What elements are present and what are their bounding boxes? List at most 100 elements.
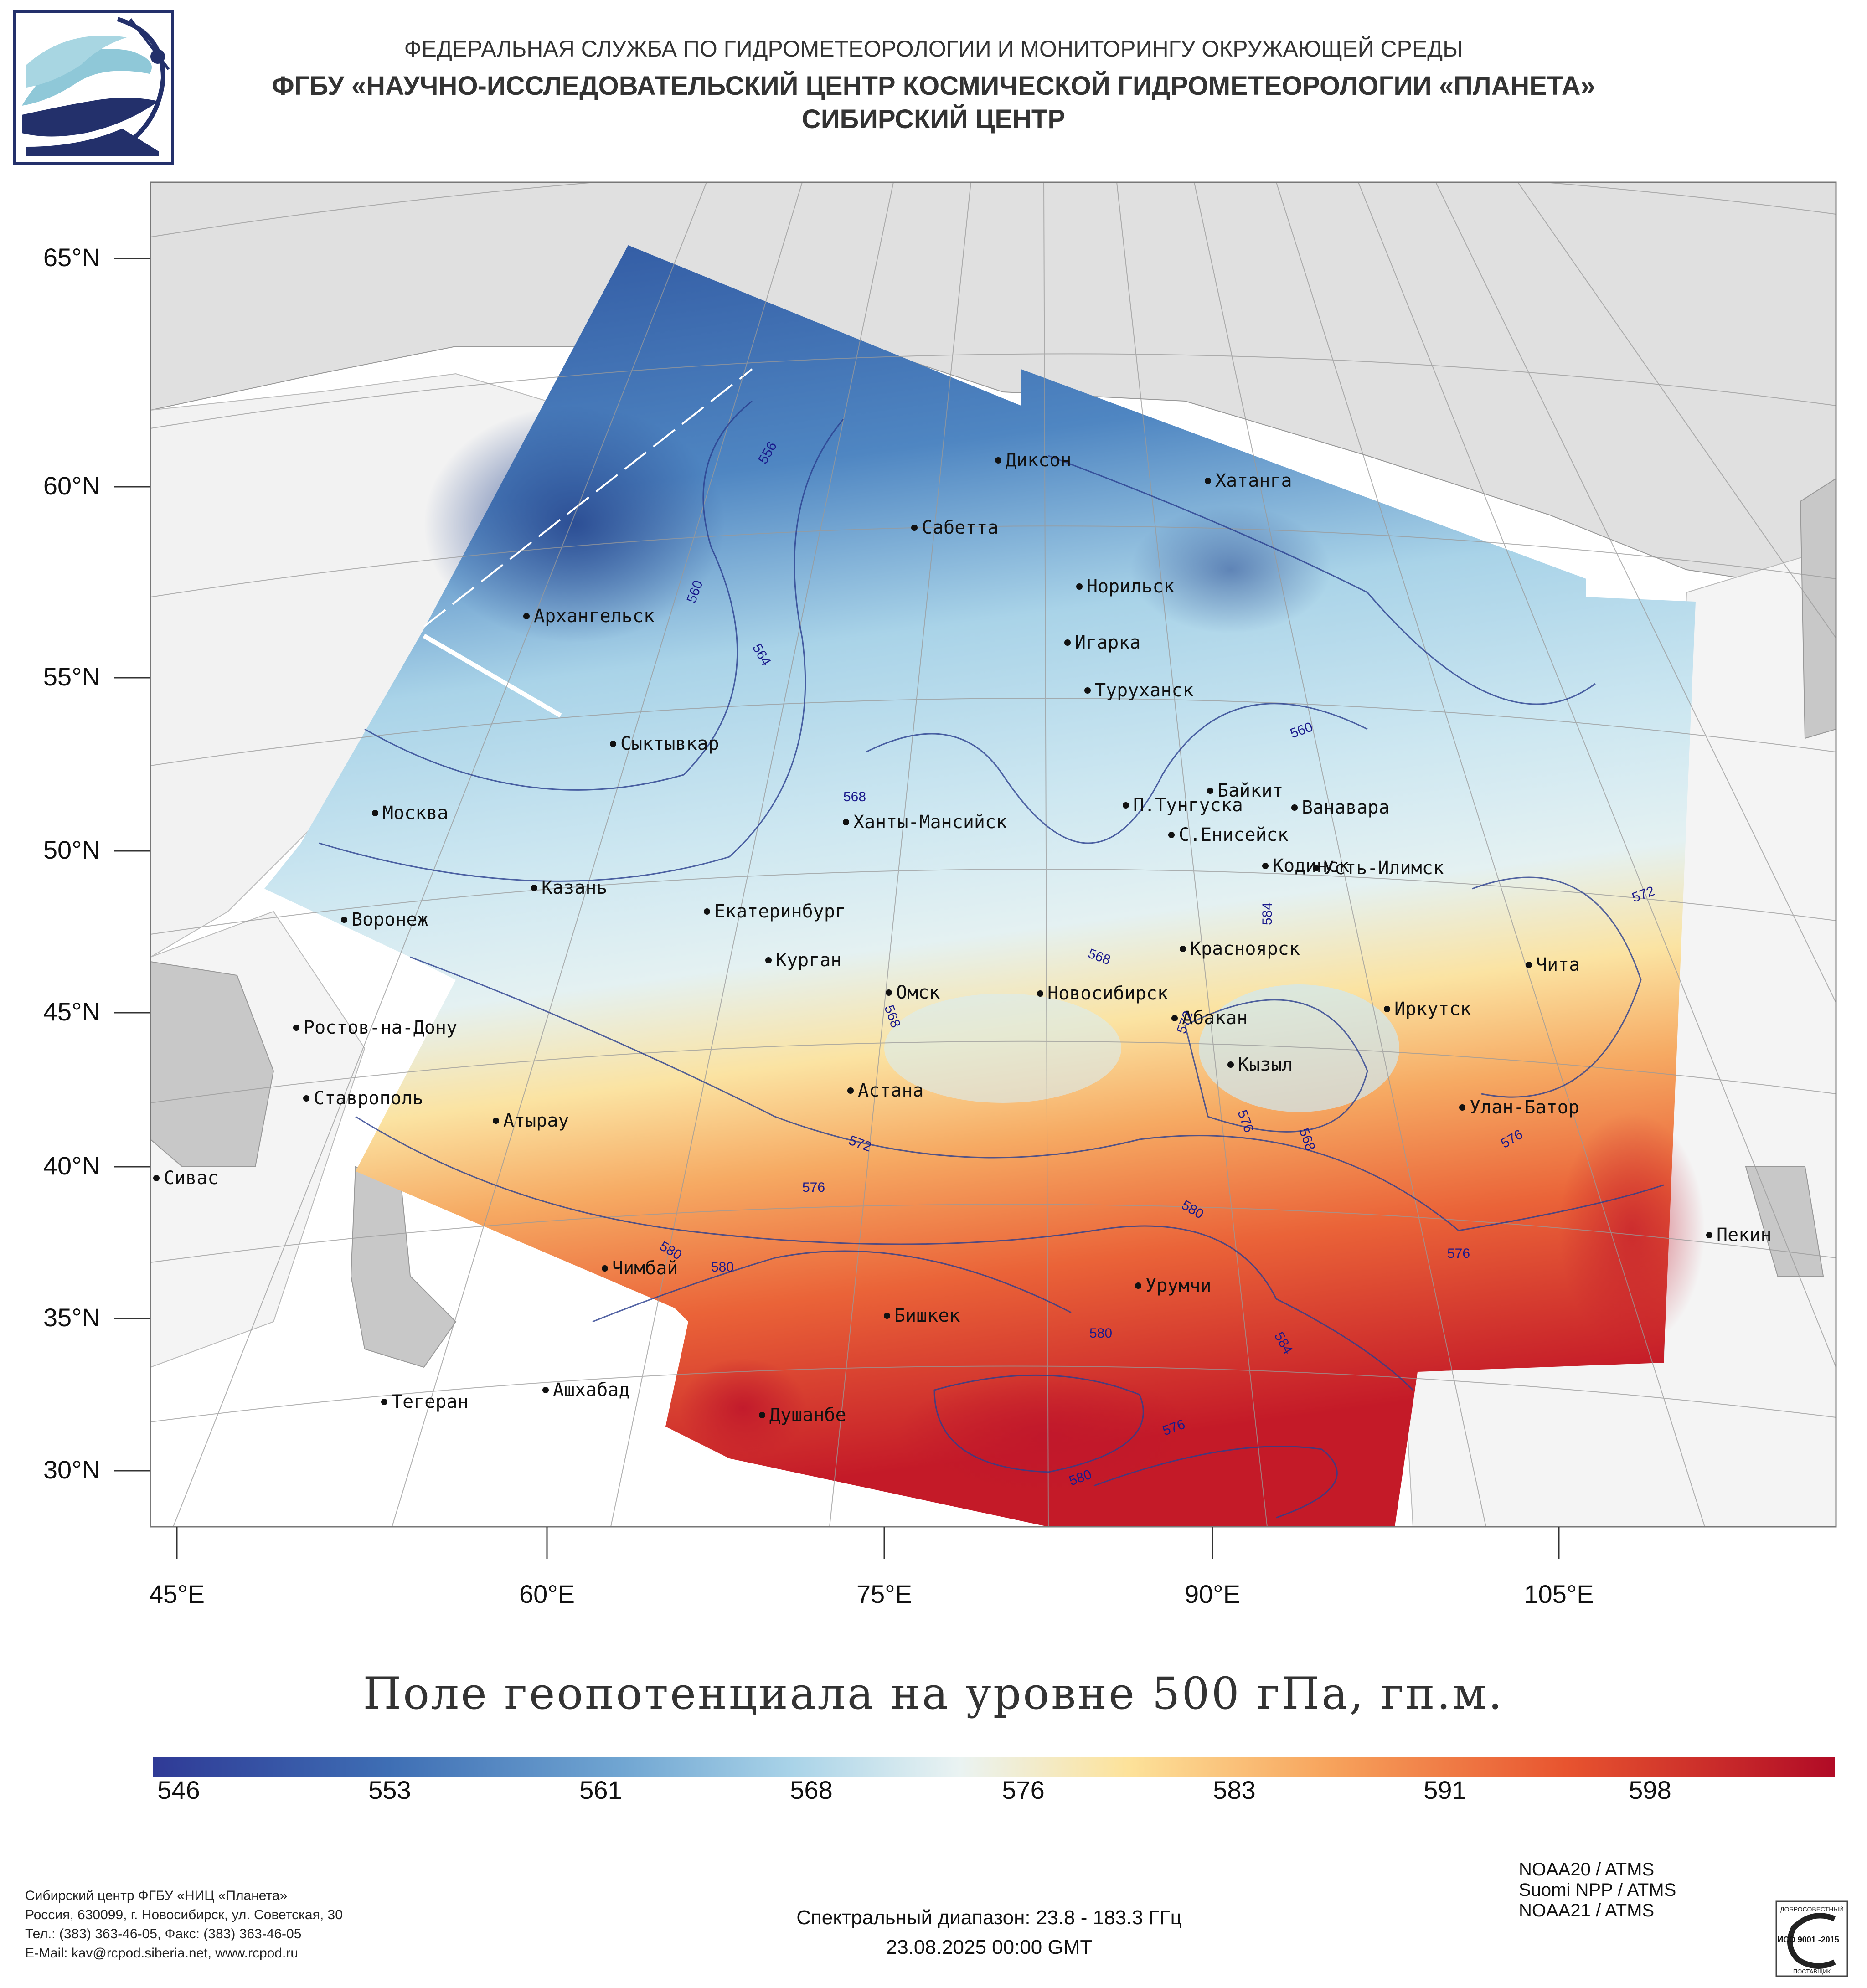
contour-label: 576 bbox=[1498, 1127, 1526, 1151]
lat-label: 60°N bbox=[43, 471, 100, 500]
city-marker bbox=[1526, 962, 1532, 968]
city-label: Новосибирск bbox=[1047, 983, 1168, 1004]
city-marker bbox=[1205, 478, 1211, 484]
contour-label: 576 bbox=[1447, 1246, 1470, 1261]
city-marker bbox=[765, 957, 772, 963]
contour-label: 568 bbox=[843, 789, 866, 804]
city-label: Чимбай bbox=[612, 1258, 678, 1279]
header-center: СИБИРСКИЙ ЦЕНТР bbox=[801, 104, 1066, 134]
city-marker bbox=[1123, 802, 1129, 809]
city-label: Норильск bbox=[1087, 576, 1175, 597]
contour-label: 572 bbox=[1630, 883, 1656, 905]
city-marker bbox=[523, 613, 530, 619]
city-marker bbox=[995, 457, 1001, 464]
city-marker bbox=[884, 1313, 890, 1319]
datetime: 23.08.2025 00:00 GMT bbox=[886, 1936, 1093, 1958]
colorbar-label: 568 bbox=[790, 1776, 833, 1804]
lon-label: 45°E bbox=[149, 1580, 205, 1608]
lat-label: 30°N bbox=[43, 1455, 100, 1484]
colorbar-label: 546 bbox=[157, 1776, 200, 1804]
city-label: Байкит bbox=[1217, 780, 1284, 801]
city-label: Чита bbox=[1536, 954, 1580, 975]
iso-certification-badge: ДОБРОСОВЕСТНЫЙ ИСО 9001 -2015 ПОСТАВЩИК bbox=[1775, 1900, 1848, 1977]
colorbar-label: 598 bbox=[1629, 1776, 1671, 1804]
footer-email: E-Mail: kav@rcpod.siberia.net, www.rcpod… bbox=[25, 1946, 299, 1961]
contour-label: 560 bbox=[684, 578, 706, 605]
city-label: Кызыл bbox=[1238, 1054, 1293, 1075]
city-label: П.Тунгуска bbox=[1133, 795, 1243, 816]
city-marker bbox=[1459, 1104, 1465, 1111]
lon-label: 75°E bbox=[856, 1580, 913, 1608]
contour-label: 556 bbox=[755, 439, 780, 467]
city-label: Ашхабад bbox=[553, 1380, 630, 1401]
city-marker bbox=[381, 1399, 387, 1405]
contour-label: 584 bbox=[1271, 1329, 1296, 1357]
city-marker bbox=[911, 525, 918, 531]
contour-label: 568 bbox=[881, 1003, 903, 1030]
city-marker bbox=[341, 917, 347, 923]
city-label: Воронеж bbox=[351, 909, 428, 930]
city-marker bbox=[493, 1118, 499, 1124]
lat-label: 40°N bbox=[43, 1151, 100, 1180]
contour-label: 580 bbox=[1089, 1326, 1112, 1341]
city-label: С.Енисейск bbox=[1179, 824, 1289, 845]
contour-label: 560 bbox=[1288, 719, 1315, 741]
satellite-3: NOAA21 / ATMS bbox=[1519, 1900, 1655, 1921]
city-marker bbox=[886, 989, 892, 996]
city-marker bbox=[1168, 832, 1175, 838]
city-marker bbox=[303, 1095, 309, 1102]
city-label: Бишкек bbox=[894, 1305, 960, 1326]
city-label: Сабетта bbox=[922, 517, 999, 538]
contour-label: 572 bbox=[847, 1133, 873, 1155]
header-agency: ФЕДЕРАЛЬНАЯ СЛУЖБА ПО ГИДРОМЕТЕОРОЛОГИИ … bbox=[404, 36, 1463, 62]
lat-label: 65°N bbox=[43, 243, 100, 272]
contour-label: 580 bbox=[1179, 1197, 1207, 1222]
footer-address: Россия, 630099, г. Новосибирск, ул. Сове… bbox=[25, 1907, 343, 1922]
city-label: Атырау bbox=[503, 1110, 569, 1131]
lon-label: 90°E bbox=[1184, 1580, 1241, 1608]
colorbar-label: 583 bbox=[1213, 1776, 1256, 1804]
city-marker bbox=[1171, 1015, 1178, 1021]
city-marker bbox=[1064, 639, 1071, 646]
iso-bottom-text: ПОСТАВЩИК bbox=[1793, 1968, 1831, 1975]
city-label: Москва bbox=[382, 803, 449, 824]
city-marker bbox=[759, 1412, 765, 1418]
city-label: Ванавара bbox=[1302, 797, 1390, 818]
city-label: Ханты-Мансийск bbox=[853, 812, 1007, 833]
satellite-1: NOAA20 / ATMS bbox=[1519, 1859, 1655, 1880]
lat-label: 55°N bbox=[43, 662, 100, 691]
footer-org: Сибирский центр ФГБУ «НИЦ «Планета» bbox=[25, 1888, 288, 1903]
contour-label: 576 bbox=[1234, 1108, 1256, 1134]
spectral-range: Спектральный диапазон: 23.8 - 183.3 ГГц bbox=[796, 1906, 1182, 1929]
lon-label: 105°E bbox=[1524, 1580, 1594, 1608]
contour-label: 568 bbox=[1296, 1126, 1318, 1153]
city-label: Екатеринбург bbox=[714, 901, 846, 922]
colorbar-label: 553 bbox=[368, 1776, 411, 1804]
city-marker bbox=[1262, 863, 1269, 869]
city-marker bbox=[610, 741, 616, 747]
city-label: Игарка bbox=[1075, 632, 1141, 653]
iso-mid-text: ИСО 9001 -2015 bbox=[1777, 1935, 1839, 1944]
city-marker bbox=[1706, 1232, 1712, 1238]
planeta-logo bbox=[13, 10, 174, 165]
contour-label: 584 bbox=[1260, 902, 1275, 925]
city-label: Душанбе bbox=[769, 1405, 846, 1426]
city-label: Туруханск bbox=[1095, 680, 1194, 701]
city-label: Улан-Батор bbox=[1470, 1097, 1579, 1118]
map-title: Поле геопотенциала на уровне 500 гПа, гп… bbox=[363, 1668, 1504, 1719]
city-label: Тегеран bbox=[392, 1391, 469, 1412]
city-label: Омск bbox=[896, 982, 940, 1003]
contour-label: 580 bbox=[711, 1260, 734, 1275]
header-institute: ФГБУ «НАУЧНО-ИССЛЕДОВАТЕЛЬСКИЙ ЦЕНТР КОС… bbox=[272, 71, 1595, 101]
city-marker bbox=[153, 1175, 160, 1181]
city-label: Сивас bbox=[164, 1168, 218, 1189]
city-marker bbox=[1384, 1006, 1390, 1012]
city-label: Усть-Илимск bbox=[1323, 858, 1444, 879]
city-label: Диксон bbox=[1006, 450, 1072, 471]
city-marker bbox=[1313, 865, 1319, 871]
city-marker bbox=[1135, 1282, 1141, 1289]
iso-top-text: ДОБРОСОВЕСТНЫЙ bbox=[1780, 1905, 1844, 1913]
lat-label: 50°N bbox=[43, 835, 100, 864]
